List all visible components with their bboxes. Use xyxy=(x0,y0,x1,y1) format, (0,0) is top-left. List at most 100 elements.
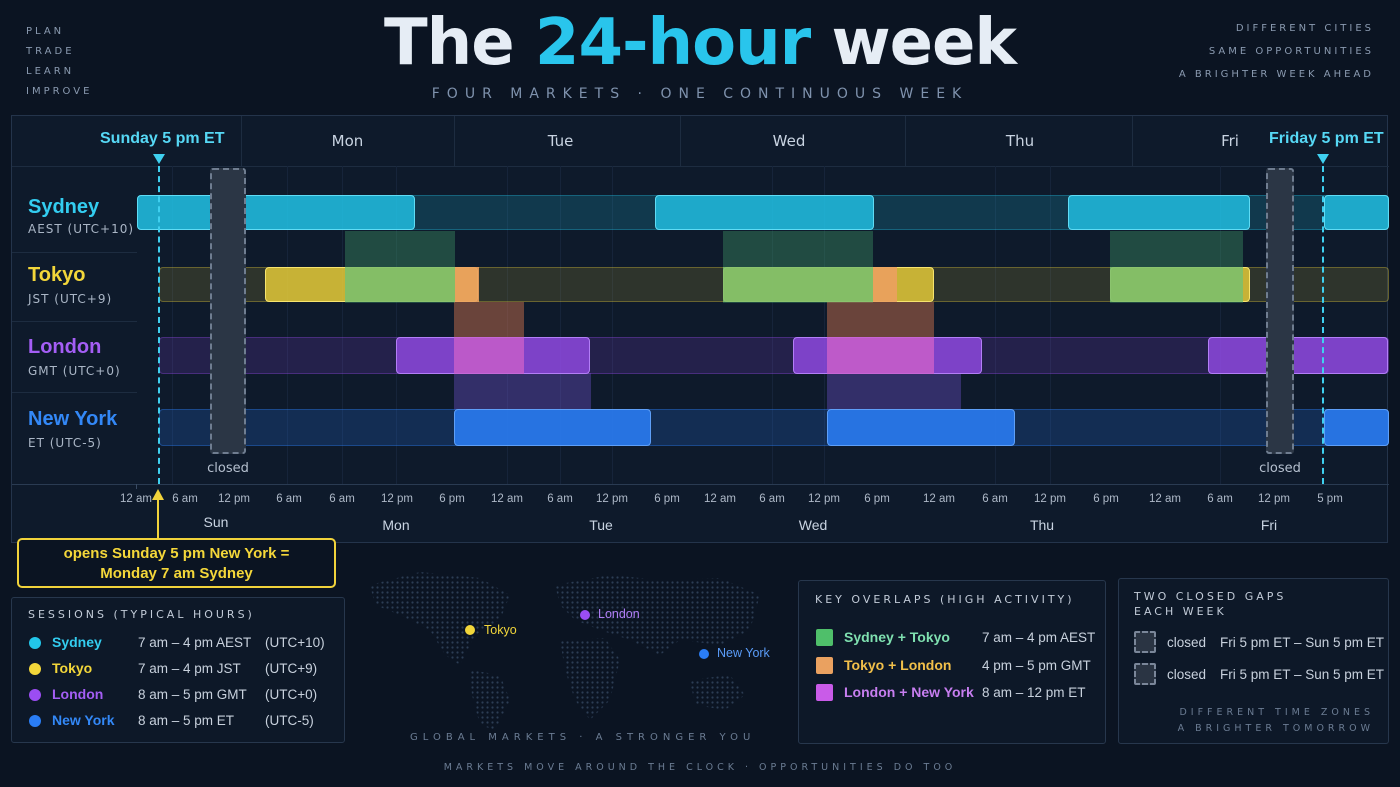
tick-label: 6 am xyxy=(982,493,1008,505)
map-caption: GLOBAL MARKETS · A STRONGER YOU xyxy=(410,732,756,743)
day-header-wed: Wed xyxy=(772,132,806,150)
overlap-name: Sydney + Tokyo xyxy=(844,629,950,645)
tagline-right-item: DIFFERENT CITIES xyxy=(1235,23,1374,34)
overlap-bar-london-new-york xyxy=(827,337,934,374)
overlap-hours: 8 am – 12 pm ET xyxy=(982,685,1086,700)
city-name-sydney: Sydney xyxy=(28,196,100,218)
tick-label: 6 pm xyxy=(654,493,680,505)
map-label-london: London xyxy=(598,607,640,621)
session-hours: 8 am – 5 pm GMT xyxy=(138,687,247,702)
session-track-london xyxy=(159,337,1389,374)
sessions-heading: SESSIONS (TYPICAL HOURS) xyxy=(28,608,255,621)
day-header-mon: Mon xyxy=(331,132,364,150)
session-bar-sydney xyxy=(1068,195,1250,230)
tick-label: 6 am xyxy=(759,493,785,505)
overlap-london-new-york xyxy=(827,373,961,410)
tagline-right-item: SAME OPPORTUNITIES xyxy=(1208,46,1374,57)
axis-line xyxy=(12,484,1389,485)
tick-mark xyxy=(136,484,137,489)
tick-label: 12 am xyxy=(923,493,955,505)
city-tz-new-york: ET (UTC-5) xyxy=(28,436,102,450)
session-name: Sydney xyxy=(52,634,102,650)
callout-line: opens Sunday 5 pm New York = xyxy=(63,545,290,562)
overlap-bar-sydney-tokyo xyxy=(345,267,455,302)
marker-line-end xyxy=(1322,166,1324,484)
gap-range: Fri 5 pm ET – Sun 5 pm ET xyxy=(1220,635,1385,650)
london-marker-icon xyxy=(580,610,590,620)
overlaps-heading: KEY OVERLAPS (HIGH ACTIVITY) xyxy=(815,593,1075,606)
overlap-hours: 4 pm – 5 pm GMT xyxy=(982,658,1091,673)
axis-day-mon: Mon xyxy=(382,517,410,533)
tagline-left-item: IMPROVE xyxy=(26,86,93,97)
gaps-tagline: A BRIGHTER TOMORROW xyxy=(1177,723,1374,734)
overlap-hours: 7 am – 4 pm AEST xyxy=(982,630,1096,645)
open-callout: opens Sunday 5 pm New York = Monday 7 am… xyxy=(17,538,336,588)
gap-label: closed xyxy=(1167,635,1207,650)
marker-arrow-start xyxy=(153,154,165,164)
tick-label: 6 pm xyxy=(439,493,465,505)
session-utc: (UTC+10) xyxy=(265,635,325,650)
tagline-left-item: PLAN xyxy=(26,26,65,37)
grid-line xyxy=(1050,166,1051,484)
closed-label: closed xyxy=(207,461,249,476)
gaps-heading: EACH WEEK xyxy=(1134,605,1227,618)
grid-line xyxy=(287,166,288,484)
overlaps-panel: KEY OVERLAPS (HIGH ACTIVITY) Sydney + To… xyxy=(798,580,1106,744)
session-utc: (UTC+9) xyxy=(265,661,318,676)
tick-label: 12 pm xyxy=(218,493,250,505)
sessions-panel: SESSIONS (TYPICAL HOURS) Sydney 7 am – 4… xyxy=(11,597,345,743)
tick-label: 12 am xyxy=(491,493,523,505)
grid-line xyxy=(342,166,343,484)
axis-day-fri: Fri xyxy=(1260,517,1278,533)
axis-day-wed: Wed xyxy=(798,517,828,533)
city-tz-london: GMT (UTC+0) xyxy=(28,364,121,378)
tick-label: 12 am xyxy=(1149,493,1181,505)
day-divider xyxy=(680,116,681,166)
session-track-new-york xyxy=(159,409,1389,446)
session-hours: 7 am – 4 pm AEST xyxy=(138,635,252,650)
grid-line xyxy=(995,166,996,484)
session-bar-sydney xyxy=(1324,195,1389,230)
city-name-london: London xyxy=(28,336,102,358)
city-tz-sydney: AEST (UTC+10) xyxy=(28,222,135,236)
gaps-panel: TWO CLOSED GAPS EACH WEEK closed Fri 5 p… xyxy=(1118,578,1389,744)
tick-label: 12 pm xyxy=(596,493,628,505)
session-name: London xyxy=(52,686,104,702)
grid-line xyxy=(172,166,173,484)
callout-line: Monday 7 am Sydney xyxy=(100,565,253,582)
sydney-dot-icon xyxy=(29,637,41,649)
grid-line xyxy=(560,166,561,484)
map-north-america xyxy=(370,572,510,665)
overlap-bar-london-new-york xyxy=(454,337,524,374)
marker-label-end: Friday 5 pm ET xyxy=(1269,130,1384,147)
city-name-tokyo: Tokyo xyxy=(28,264,86,286)
overlap-swatch-icon xyxy=(816,657,833,674)
session-bar-sydney xyxy=(655,195,874,230)
closed-gap-icon xyxy=(1134,631,1156,653)
session-utc: (UTC+0) xyxy=(265,687,318,702)
grid-line xyxy=(507,166,508,484)
day-header-tue: Tue xyxy=(547,132,574,150)
session-bar-new-york xyxy=(454,409,651,446)
tick-label: 6 pm xyxy=(1093,493,1119,505)
tick-label: 12 pm xyxy=(1034,493,1066,505)
map-label-new-york: New York xyxy=(717,646,770,660)
day-header-thu: Thu xyxy=(1005,132,1035,150)
overlap-name: Tokyo + London xyxy=(844,657,952,673)
page-title: The 24-hour week xyxy=(384,6,1017,80)
tokyo-marker-icon xyxy=(465,625,475,635)
axis-day-tue: Tue xyxy=(589,517,613,533)
marker-line-start xyxy=(158,166,160,484)
tokyo-dot-icon xyxy=(29,663,41,675)
city-tz-tokyo: JST (UTC+9) xyxy=(28,292,113,306)
tick-label: 6 am xyxy=(329,493,355,505)
marker-arrow-end xyxy=(1317,154,1329,164)
grid-line xyxy=(396,166,397,484)
session-name: Tokyo xyxy=(52,660,93,676)
map-south-america xyxy=(470,670,510,730)
grid-line xyxy=(772,166,773,484)
row-divider xyxy=(12,252,137,253)
tagline-right-item: A BRIGHTER WEEK AHEAD xyxy=(1178,69,1374,80)
grid-line xyxy=(824,166,825,484)
day-divider xyxy=(1132,116,1133,166)
